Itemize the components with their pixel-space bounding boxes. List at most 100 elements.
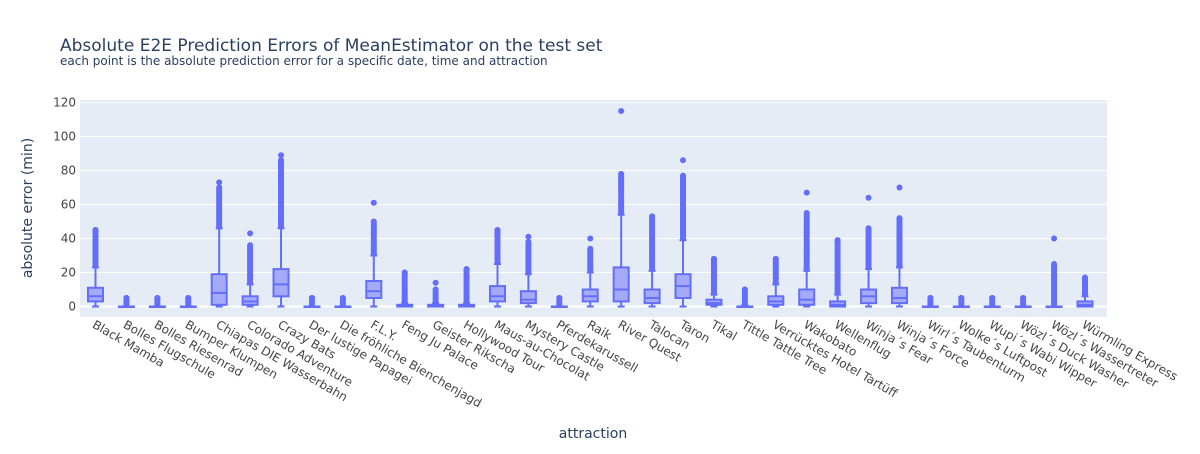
- outlier-point: [680, 157, 687, 164]
- outlier-point: [247, 230, 254, 237]
- outlier-point: [865, 194, 872, 201]
- box-1: [87, 227, 104, 308]
- iqr-box: [798, 288, 816, 306]
- outlier-point: [556, 295, 563, 301]
- outlier-point: [278, 152, 285, 159]
- y-axis-label: absolute error (min): [20, 138, 36, 278]
- iqr-box: [890, 286, 908, 305]
- iqr-box: [365, 280, 383, 299]
- outlier-point: [494, 227, 501, 233]
- box-29: [952, 295, 970, 308]
- box-25: [829, 237, 847, 308]
- iqr-box: [87, 286, 104, 303]
- y-tick-label: 100: [53, 130, 76, 144]
- box-28: [921, 295, 939, 308]
- outlier-point: [803, 189, 810, 196]
- outlier-point: [803, 210, 810, 216]
- iqr-box: [643, 288, 661, 305]
- outlier-point: [1082, 274, 1088, 281]
- outlier-point: [216, 179, 223, 186]
- outlier-point: [741, 286, 748, 293]
- outlier-point: [154, 295, 161, 301]
- plot-area: [80, 100, 1107, 317]
- box-2: [117, 295, 135, 308]
- box-31: [1014, 295, 1032, 308]
- outlier-point: [927, 295, 934, 301]
- box-12: [427, 279, 445, 308]
- outlier-point: [432, 286, 439, 293]
- outlier-point: [525, 233, 532, 240]
- box-18: [612, 108, 630, 308]
- box-19: [643, 213, 661, 308]
- outlier-point: [432, 279, 439, 286]
- iqr-box: [272, 268, 290, 298]
- box-4: [179, 295, 197, 308]
- box-8: [303, 295, 321, 308]
- outlier-point: [896, 215, 903, 222]
- box-24: [798, 189, 816, 308]
- box-20: [674, 157, 692, 308]
- outlier-point: [618, 170, 625, 177]
- iqr-box: [519, 290, 537, 305]
- box-14: [488, 227, 506, 308]
- y-tick-label: 120: [53, 96, 76, 110]
- outlier-point: [123, 295, 130, 301]
- outlier-point: [834, 237, 841, 244]
- outlier-point: [308, 295, 315, 301]
- outlier-point: [618, 108, 625, 114]
- outlier-point: [278, 157, 285, 164]
- outlier-point: [680, 172, 687, 179]
- box-27: [890, 184, 908, 308]
- outlier-point: [185, 295, 192, 301]
- y-tick-label: 20: [61, 266, 76, 280]
- box-5: [210, 179, 228, 308]
- iqr-box: [612, 266, 630, 303]
- y-tick-label: 60: [61, 198, 76, 212]
- chart-title: Absolute E2E Prediction Errors of MeanEs…: [60, 36, 603, 56]
- outlier-point: [587, 235, 594, 242]
- box-23: [767, 255, 785, 308]
- box-6: [241, 230, 259, 308]
- y-tick-label: 0: [68, 300, 76, 314]
- boxes-layer: [87, 108, 1094, 308]
- iqr-box: [210, 273, 228, 306]
- box-30: [983, 295, 1001, 308]
- outlier-point: [865, 225, 872, 232]
- y-tick-labels: 0 20 40 60 80 100 120: [53, 96, 76, 314]
- box-32: [1045, 235, 1063, 308]
- y-tick-label: 80: [61, 164, 76, 178]
- outlier-point: [370, 218, 377, 225]
- outlier-point: [339, 295, 346, 301]
- outlier-point: [525, 238, 532, 245]
- box-22: [736, 286, 754, 308]
- outlier-point: [216, 184, 223, 191]
- x-axis-label: attraction: [559, 426, 627, 442]
- outlier-point: [649, 213, 656, 220]
- iqr-box: [488, 285, 506, 303]
- box-13: [458, 266, 476, 308]
- box-17: [581, 235, 599, 308]
- outlier-point: [1020, 295, 1027, 301]
- x-tick-label: Tikal: [708, 317, 740, 343]
- outlier-point: [958, 295, 965, 301]
- box-3: [148, 295, 166, 308]
- outlier-point: [989, 295, 996, 301]
- box-26: [860, 194, 878, 308]
- outlier-point: [772, 255, 779, 262]
- outlier-point: [401, 269, 408, 276]
- box-9: [334, 295, 352, 308]
- y-tick-label: 40: [61, 232, 76, 246]
- box-21: [705, 255, 723, 308]
- outlier-point: [587, 245, 594, 252]
- outlier-point: [896, 184, 903, 191]
- box-7: [272, 152, 290, 308]
- box-10: [365, 199, 383, 308]
- outlier-point: [370, 199, 377, 206]
- box-16: [550, 295, 568, 308]
- box-33: [1076, 274, 1094, 308]
- outlier-point: [92, 227, 99, 233]
- outlier-point: [463, 266, 470, 273]
